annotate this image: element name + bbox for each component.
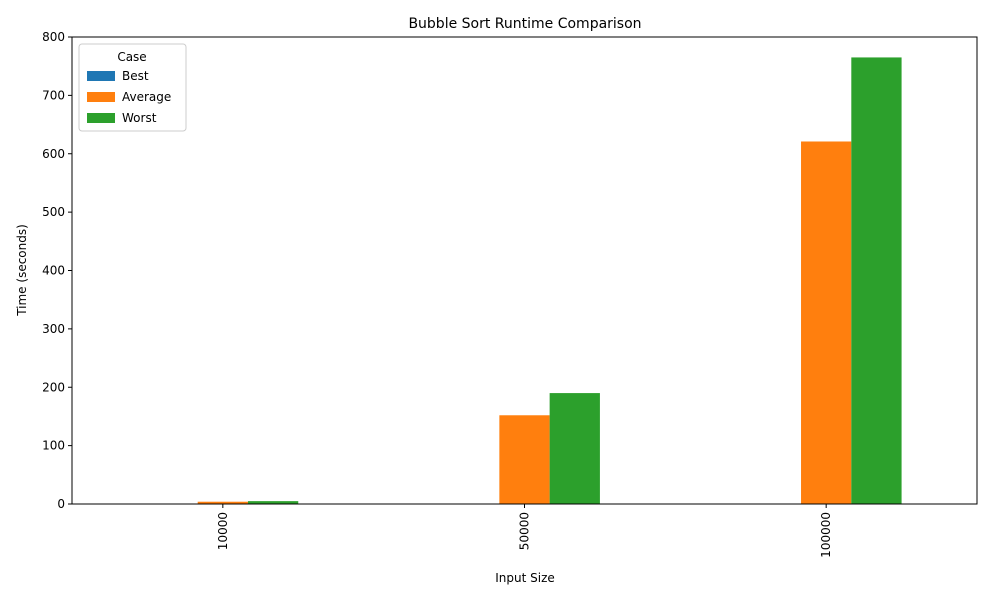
bars-group: [197, 57, 902, 505]
bar-worst-100000: [851, 57, 902, 505]
bar-worst-50000: [549, 393, 600, 504]
y-tick-label: 100: [42, 439, 65, 453]
legend-label-worst: Worst: [122, 111, 157, 125]
y-tick-label: 400: [42, 264, 65, 278]
x-axis-ticks: 10000 50000 100000: [216, 504, 833, 558]
y-tick-label: 600: [42, 147, 65, 161]
y-tick-label: 700: [42, 88, 65, 102]
x-tick-label: 100000: [819, 512, 833, 558]
y-tick-label: 200: [42, 380, 65, 394]
legend-box: [78, 43, 187, 132]
legend-swatch-worst: [87, 113, 115, 123]
x-tick-label: 50000: [518, 512, 532, 550]
bar-average-50000: [499, 415, 550, 504]
legend-title: Case: [117, 50, 146, 64]
y-axis-ticks: 0 100 200 300 400 500 600 700 800: [42, 30, 72, 511]
chart-title: Bubble Sort Runtime Comparison: [408, 16, 641, 32]
y-tick-label: 0: [57, 497, 65, 511]
bar-average-100000: [801, 141, 852, 504]
y-axis-label: Time (seconds): [15, 224, 29, 317]
bar-worst-10000: [247, 501, 299, 504]
x-tick-label: 10000: [216, 512, 230, 550]
plot-frame: [71, 36, 978, 505]
legend-label-average: Average: [122, 90, 171, 104]
legend: Case Best Average Worst: [78, 43, 187, 132]
y-tick-label: 800: [42, 30, 65, 44]
legend-swatch-average: [87, 92, 115, 102]
legend-entries: Best Average Worst: [87, 69, 171, 125]
legend-label-best: Best: [122, 69, 149, 83]
y-tick-label: 300: [42, 322, 65, 336]
x-axis-label: Input Size: [495, 571, 555, 585]
bar-average-10000: [197, 501, 248, 504]
y-tick-label: 500: [42, 205, 65, 219]
legend-swatch-best: [87, 71, 115, 81]
